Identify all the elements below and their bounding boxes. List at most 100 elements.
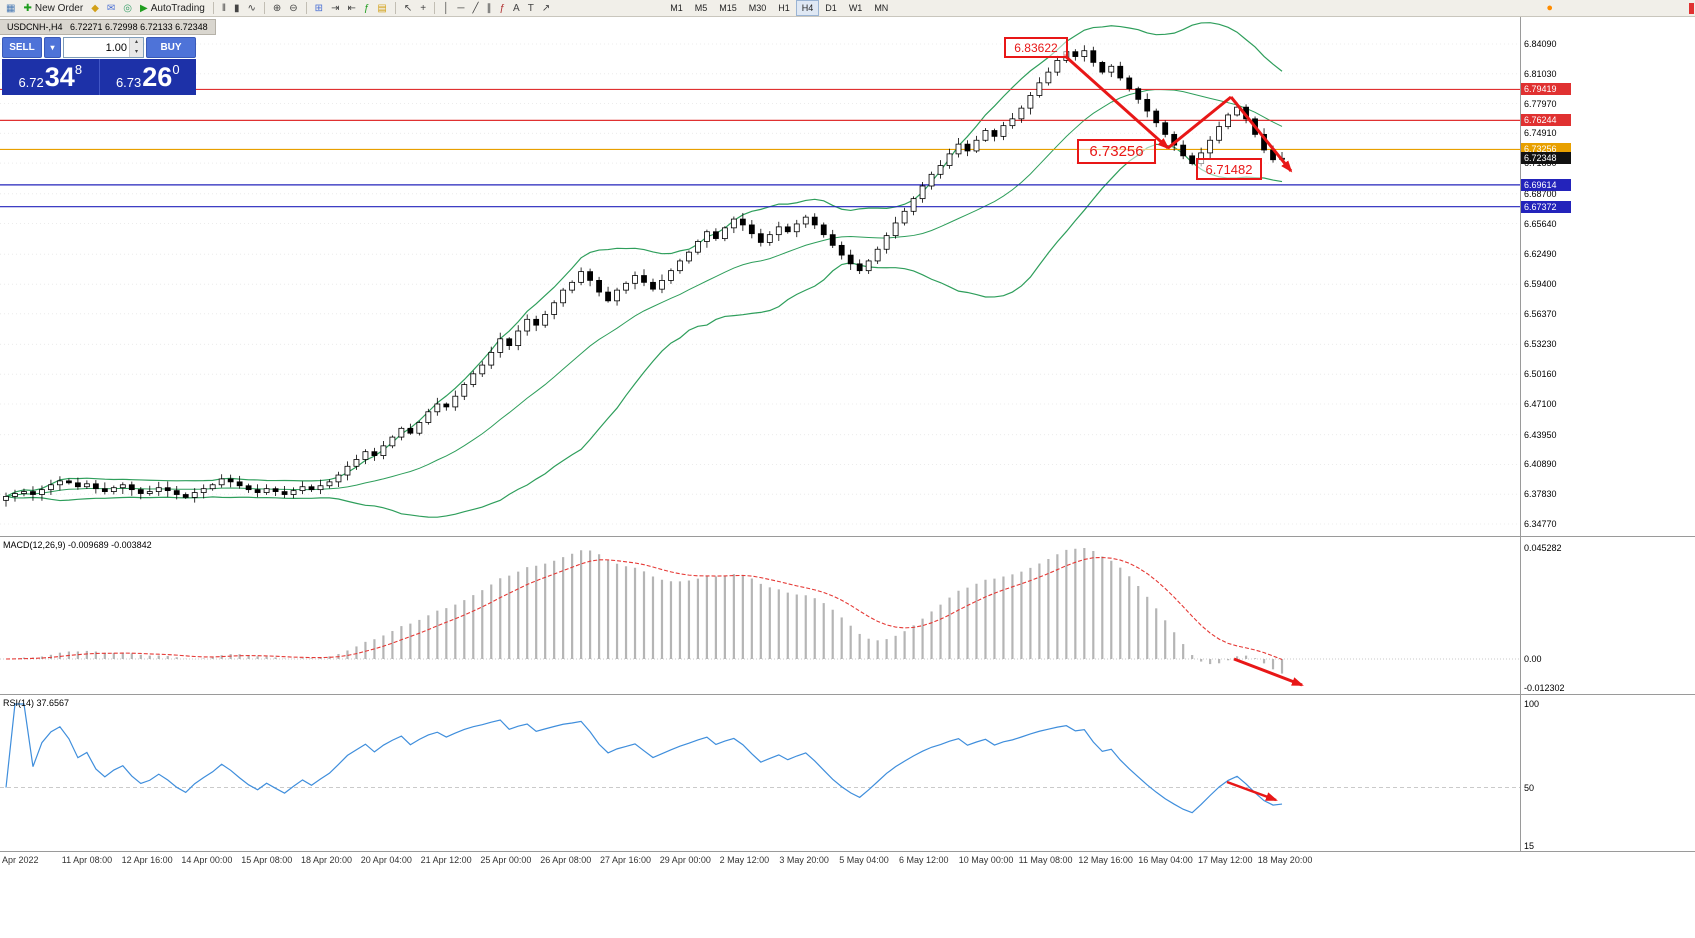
sell-button[interactable]: SELL	[2, 37, 42, 58]
sell-price[interactable]: 6.72 34 8	[2, 59, 99, 95]
fibonacci-retracement-button[interactable]: ƒ	[495, 1, 509, 16]
line-chart-icon: ∿	[247, 2, 256, 14]
rsi-pane[interactable]	[0, 695, 1520, 851]
price-tick: 6.84090	[1524, 39, 1557, 49]
equidistant-channel-button[interactable]: ∥	[482, 1, 495, 16]
bar-chart-button[interactable]: ‖	[218, 1, 230, 16]
chart-shift-icon: ⇤	[347, 2, 356, 14]
equidistant-channel-icon: ∥	[486, 2, 492, 14]
templates-button[interactable]: ▤	[373, 1, 390, 16]
time-axis-label: 29 Apr 00:00	[659, 855, 711, 865]
rsi-axis-label: 100	[1524, 699, 1540, 709]
volume-decrease-button[interactable]: ▾	[130, 47, 143, 57]
toolbar-separator	[394, 2, 396, 14]
notifications-icon[interactable]: ●	[1546, 1, 1553, 14]
rsi-name: RSI(14)	[3, 698, 35, 708]
rsi-graphics	[0, 703, 1520, 814]
auto-scroll-button[interactable]: ⇥	[327, 1, 343, 16]
time-axis-label: 18 Apr 20:00	[301, 855, 353, 865]
price-tick: 6.34770	[1524, 519, 1557, 529]
indicators-button[interactable]: ƒ	[360, 1, 374, 16]
line-chart-button[interactable]: ∿	[244, 1, 260, 16]
trend-arrow[interactable]	[1229, 96, 1293, 173]
one-click-controls: SELL ▾ ▴ ▾ BUY	[2, 37, 196, 58]
zoom-in-button[interactable]: ⊕	[269, 1, 285, 16]
zoom-out-button[interactable]: ⊖	[285, 1, 301, 16]
macd-label: MACD(12,26,9) -0.009689 -0.003842	[3, 540, 152, 550]
trend-arrow[interactable]	[1063, 53, 1170, 150]
autotrading-button[interactable]: ▶ AutoTrading	[136, 1, 209, 16]
tile-windows-button[interactable]: ⊞	[311, 1, 327, 16]
rsi-axis-label: 50	[1524, 782, 1535, 793]
mail-button[interactable]: ✉	[103, 1, 119, 16]
volume-input[interactable]	[64, 38, 129, 57]
new-order-button[interactable]: ✚ New Order	[19, 1, 87, 16]
timeframe-h4[interactable]: H4	[795, 0, 820, 16]
toolbar-separator	[305, 2, 307, 14]
rsi-line	[5, 703, 1283, 814]
macd-axis-label: -0.012302	[1524, 683, 1565, 693]
indicators-icon: ƒ	[363, 2, 370, 14]
crosshair-button[interactable]: +	[416, 1, 430, 16]
trendline-button[interactable]: ╱	[468, 1, 482, 16]
trend-arrow[interactable]	[1233, 657, 1304, 687]
candlestick-chart-button[interactable]: ▮	[230, 1, 244, 16]
sell-price-big: 6.72	[18, 75, 44, 90]
price-tick: 6.77970	[1524, 98, 1557, 109]
volume-increase-button[interactable]: ▴	[130, 38, 143, 48]
timeframe-h1[interactable]: H1	[778, 3, 790, 13]
timeframe-m5[interactable]: M5	[694, 3, 708, 13]
volume-field: ▴ ▾	[63, 37, 144, 58]
vertical-line-button[interactable]: │	[439, 1, 453, 16]
timeframe-m30[interactable]: M30	[748, 3, 767, 13]
price-tick: 6.62490	[1524, 249, 1557, 260]
zoom-out-icon: ⊖	[289, 2, 298, 14]
chart-shift-button[interactable]: ⇤	[343, 1, 359, 16]
macd-histogram	[0, 548, 1520, 674]
refresh-button[interactable]: ◎	[119, 1, 136, 16]
text-label-button[interactable]: T	[524, 1, 538, 16]
price-levels	[0, 88, 1520, 208]
time-axis-label: 18 May 20:00	[1257, 855, 1313, 865]
crosshair-icon: +	[420, 2, 427, 14]
price-annotation[interactable]: 6.73256	[1077, 139, 1156, 164]
price-level-tag: 6.79419	[1521, 83, 1571, 96]
trend-arrow[interactable]	[1167, 95, 1232, 150]
horizontal-line-button[interactable]: ─	[453, 1, 468, 16]
new-order-label: New Order	[34, 2, 84, 14]
price-grid	[0, 43, 1520, 525]
timeframe-m15[interactable]: M15	[719, 3, 737, 13]
auto-scroll-icon: ⇥	[331, 2, 340, 14]
price-tick: 6.65640	[1524, 218, 1557, 229]
time-axis-label: 15 Apr 08:00	[241, 855, 293, 865]
timeframe-w1[interactable]: W1	[848, 3, 863, 13]
buy-button[interactable]: BUY	[146, 37, 196, 58]
horizontal-line-icon: ─	[457, 2, 465, 14]
time-axis-label: 21 Apr 12:00	[420, 855, 472, 865]
timeframe-m1[interactable]: M1	[670, 3, 683, 13]
text-button[interactable]: A	[509, 1, 524, 16]
chart-profiles-button[interactable]: ◆	[87, 1, 103, 16]
chart-profiles-icon: ◆	[91, 2, 99, 14]
timeframe-mn[interactable]: MN	[874, 3, 889, 13]
order-dropdown-button[interactable]: ▾	[44, 37, 61, 58]
buy-price[interactable]: 6.73 26 0	[100, 59, 197, 95]
trendline-icon: ╱	[472, 2, 479, 14]
time-axis[interactable]	[0, 852, 1695, 868]
candlestick-chart-icon: ▮	[233, 2, 240, 14]
arrow-objects-button[interactable]: ↗	[538, 1, 554, 16]
price-annotation[interactable]: 6.71482	[1196, 158, 1262, 180]
mail-icon: ✉	[106, 2, 116, 14]
price-annotation[interactable]: 6.83622	[1004, 37, 1068, 58]
cursor-button[interactable]: ↖	[400, 1, 416, 16]
time-axis-label: Apr 2022	[2, 855, 39, 865]
price-divider	[98, 59, 100, 95]
timeframe-d1[interactable]: D1	[825, 3, 837, 13]
autotrading-icon: ▶	[140, 2, 148, 14]
trend-arrow[interactable]	[1226, 780, 1278, 802]
new-chart-button[interactable]: ▦	[2, 1, 19, 16]
buy-price-sup: 0	[172, 62, 180, 77]
